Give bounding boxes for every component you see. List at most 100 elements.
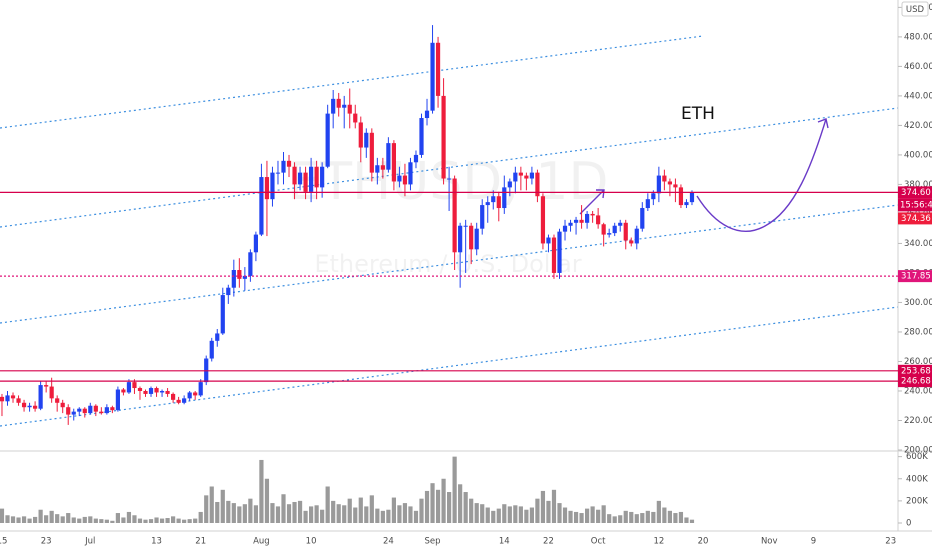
candle-body xyxy=(93,405,98,412)
volume-bar xyxy=(281,494,286,523)
candle-body xyxy=(121,389,126,393)
candle-body xyxy=(678,187,684,206)
volume-bar xyxy=(320,509,325,523)
volume-bar xyxy=(364,506,369,523)
volume-bar xyxy=(386,509,391,523)
candle-body xyxy=(651,193,656,200)
volume-bar xyxy=(176,518,181,523)
candle-body xyxy=(275,172,281,174)
candle-body xyxy=(496,196,501,209)
volume-bar xyxy=(99,519,104,523)
candle-body xyxy=(447,178,452,180)
candle-body xyxy=(82,408,87,414)
volume-bar xyxy=(441,478,446,523)
candle-body xyxy=(397,175,402,182)
volume-bar xyxy=(33,516,38,523)
volume-bar xyxy=(220,489,225,523)
candle-body xyxy=(474,228,479,250)
candle-body xyxy=(413,154,419,163)
volume-bar xyxy=(568,510,573,523)
candle-body xyxy=(10,395,16,399)
y-tick-label: 480.00 xyxy=(904,32,932,42)
volume-bar xyxy=(623,510,628,523)
candle-body xyxy=(673,184,678,188)
candle-body xyxy=(248,252,253,276)
y-tick-label: 340.00 xyxy=(904,239,932,249)
candle-body xyxy=(44,385,49,387)
volume-bar xyxy=(121,517,126,523)
currency: USD xyxy=(906,5,925,15)
candle-body xyxy=(518,172,523,176)
volume-bar xyxy=(607,514,612,523)
volume-bar xyxy=(391,497,396,523)
volume-bar xyxy=(590,506,595,523)
candle-body xyxy=(5,395,10,402)
volume-bar xyxy=(165,518,170,523)
projection-arrow xyxy=(696,118,829,232)
candle-body xyxy=(270,172,275,200)
volume-bar xyxy=(651,511,656,523)
volume-bar xyxy=(596,509,601,523)
candle-body xyxy=(215,333,220,341)
volume-bar xyxy=(358,497,363,523)
volume-bar xyxy=(154,517,159,523)
y-tick-label: 280.00 xyxy=(904,327,932,337)
x-tick-label: 22 xyxy=(543,537,554,547)
candle-body xyxy=(38,385,43,409)
small-arrow xyxy=(579,189,605,215)
candle-body xyxy=(171,393,176,400)
y-tick-label: 220.00 xyxy=(904,416,932,426)
channel-line xyxy=(0,306,898,427)
candle-body xyxy=(485,202,490,206)
x-tick-label: 9 xyxy=(811,537,816,547)
candle-body xyxy=(513,172,518,182)
candle-body xyxy=(159,390,165,393)
candle-body xyxy=(314,166,319,188)
volume-bar xyxy=(55,514,60,523)
candle-body xyxy=(353,113,358,123)
volume-bar xyxy=(447,492,452,523)
candle-body xyxy=(607,233,612,235)
volume-bar xyxy=(535,498,540,523)
level-label-box xyxy=(898,364,932,377)
candle-body xyxy=(623,222,628,241)
candle-body xyxy=(71,411,76,415)
volume-bar xyxy=(347,498,352,523)
volume-bar xyxy=(104,519,109,523)
x-tick-label: Oct xyxy=(591,537,606,547)
volume-bar xyxy=(226,500,231,523)
candle-body xyxy=(645,199,650,209)
candle-body xyxy=(667,181,672,185)
candle-body xyxy=(325,113,330,167)
candle-body xyxy=(309,166,314,192)
x-tick-label: 14 xyxy=(499,537,510,547)
candle-body xyxy=(458,225,463,253)
volume-bar xyxy=(137,518,143,523)
volume-bar xyxy=(413,510,419,523)
candle-body xyxy=(336,98,341,108)
level-label-box xyxy=(898,270,932,283)
volume-bar xyxy=(662,507,667,523)
x-tick-label: 20 xyxy=(698,537,709,547)
volume-bar xyxy=(325,486,330,523)
candle-body xyxy=(369,132,374,173)
candle-body xyxy=(491,196,496,203)
volume-bar xyxy=(529,507,534,523)
candle-body xyxy=(220,295,225,334)
volume-bar xyxy=(435,489,441,523)
candle-body xyxy=(430,42,435,111)
candle-body xyxy=(380,165,385,170)
candle-body xyxy=(242,275,247,279)
candle-body xyxy=(60,402,65,408)
volume-bar xyxy=(264,478,270,523)
candle-body xyxy=(66,407,71,415)
candle-body xyxy=(386,143,391,170)
candle-body xyxy=(182,398,187,403)
candle-body xyxy=(137,388,143,391)
volume-bar xyxy=(640,513,645,523)
volume-bar xyxy=(148,519,154,523)
volume-bar xyxy=(10,516,16,523)
volume-bar xyxy=(585,508,590,523)
volume-bar xyxy=(513,505,518,523)
